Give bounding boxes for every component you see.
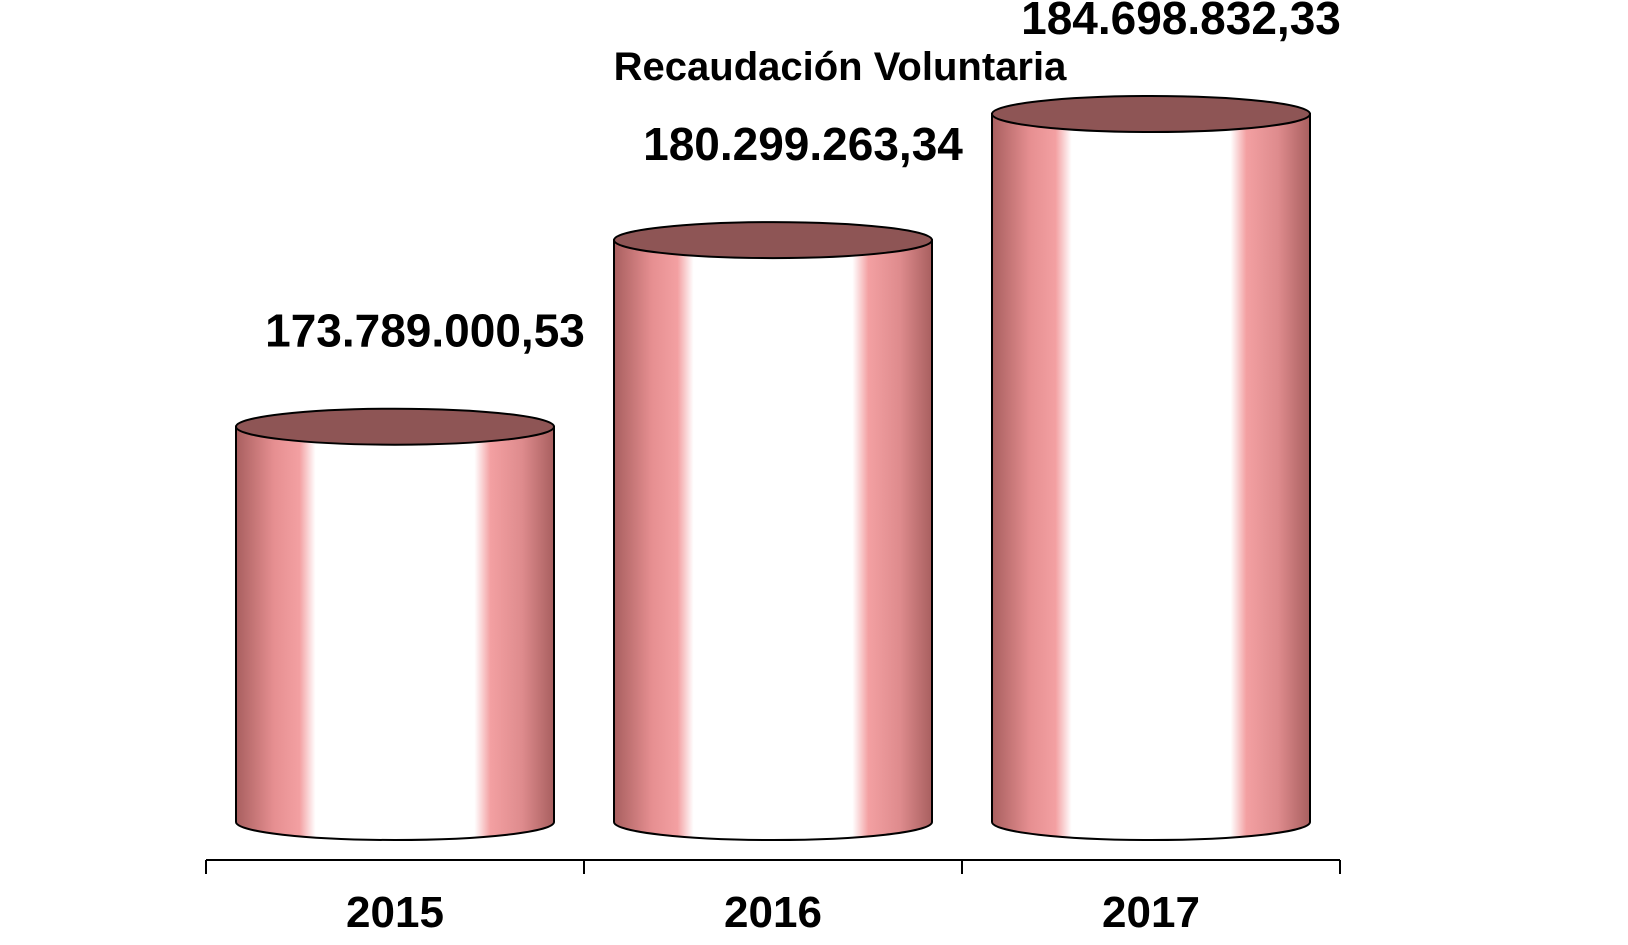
chart-title: Recaudación Voluntaria bbox=[614, 45, 1067, 89]
bars-layer bbox=[235, 94, 1311, 841]
data-label: 184.698.832,33 bbox=[1021, 0, 1341, 44]
x-tick-label: 2017 bbox=[1102, 888, 1200, 937]
bar-body bbox=[235, 425, 555, 841]
bar-2016 bbox=[613, 221, 933, 841]
bar-2017 bbox=[991, 94, 1311, 841]
x-tick-label: 2016 bbox=[724, 888, 822, 937]
data-label: 180.299.263,34 bbox=[643, 118, 963, 170]
value-labels-layer: 173.789.000,53 180.299.263,34 184.698.832,… bbox=[265, 0, 1341, 357]
bar-2015 bbox=[235, 407, 555, 841]
x-tick-label: 2015 bbox=[346, 888, 444, 937]
data-label: 173.789.000,53 bbox=[265, 305, 585, 357]
bar-top bbox=[613, 221, 933, 260]
x-axis: 2015 2016 2017 bbox=[205, 859, 1341, 937]
bar-body bbox=[991, 112, 1311, 841]
bar-top bbox=[235, 407, 555, 446]
bar-top bbox=[991, 94, 1311, 133]
bar-body bbox=[613, 239, 933, 841]
